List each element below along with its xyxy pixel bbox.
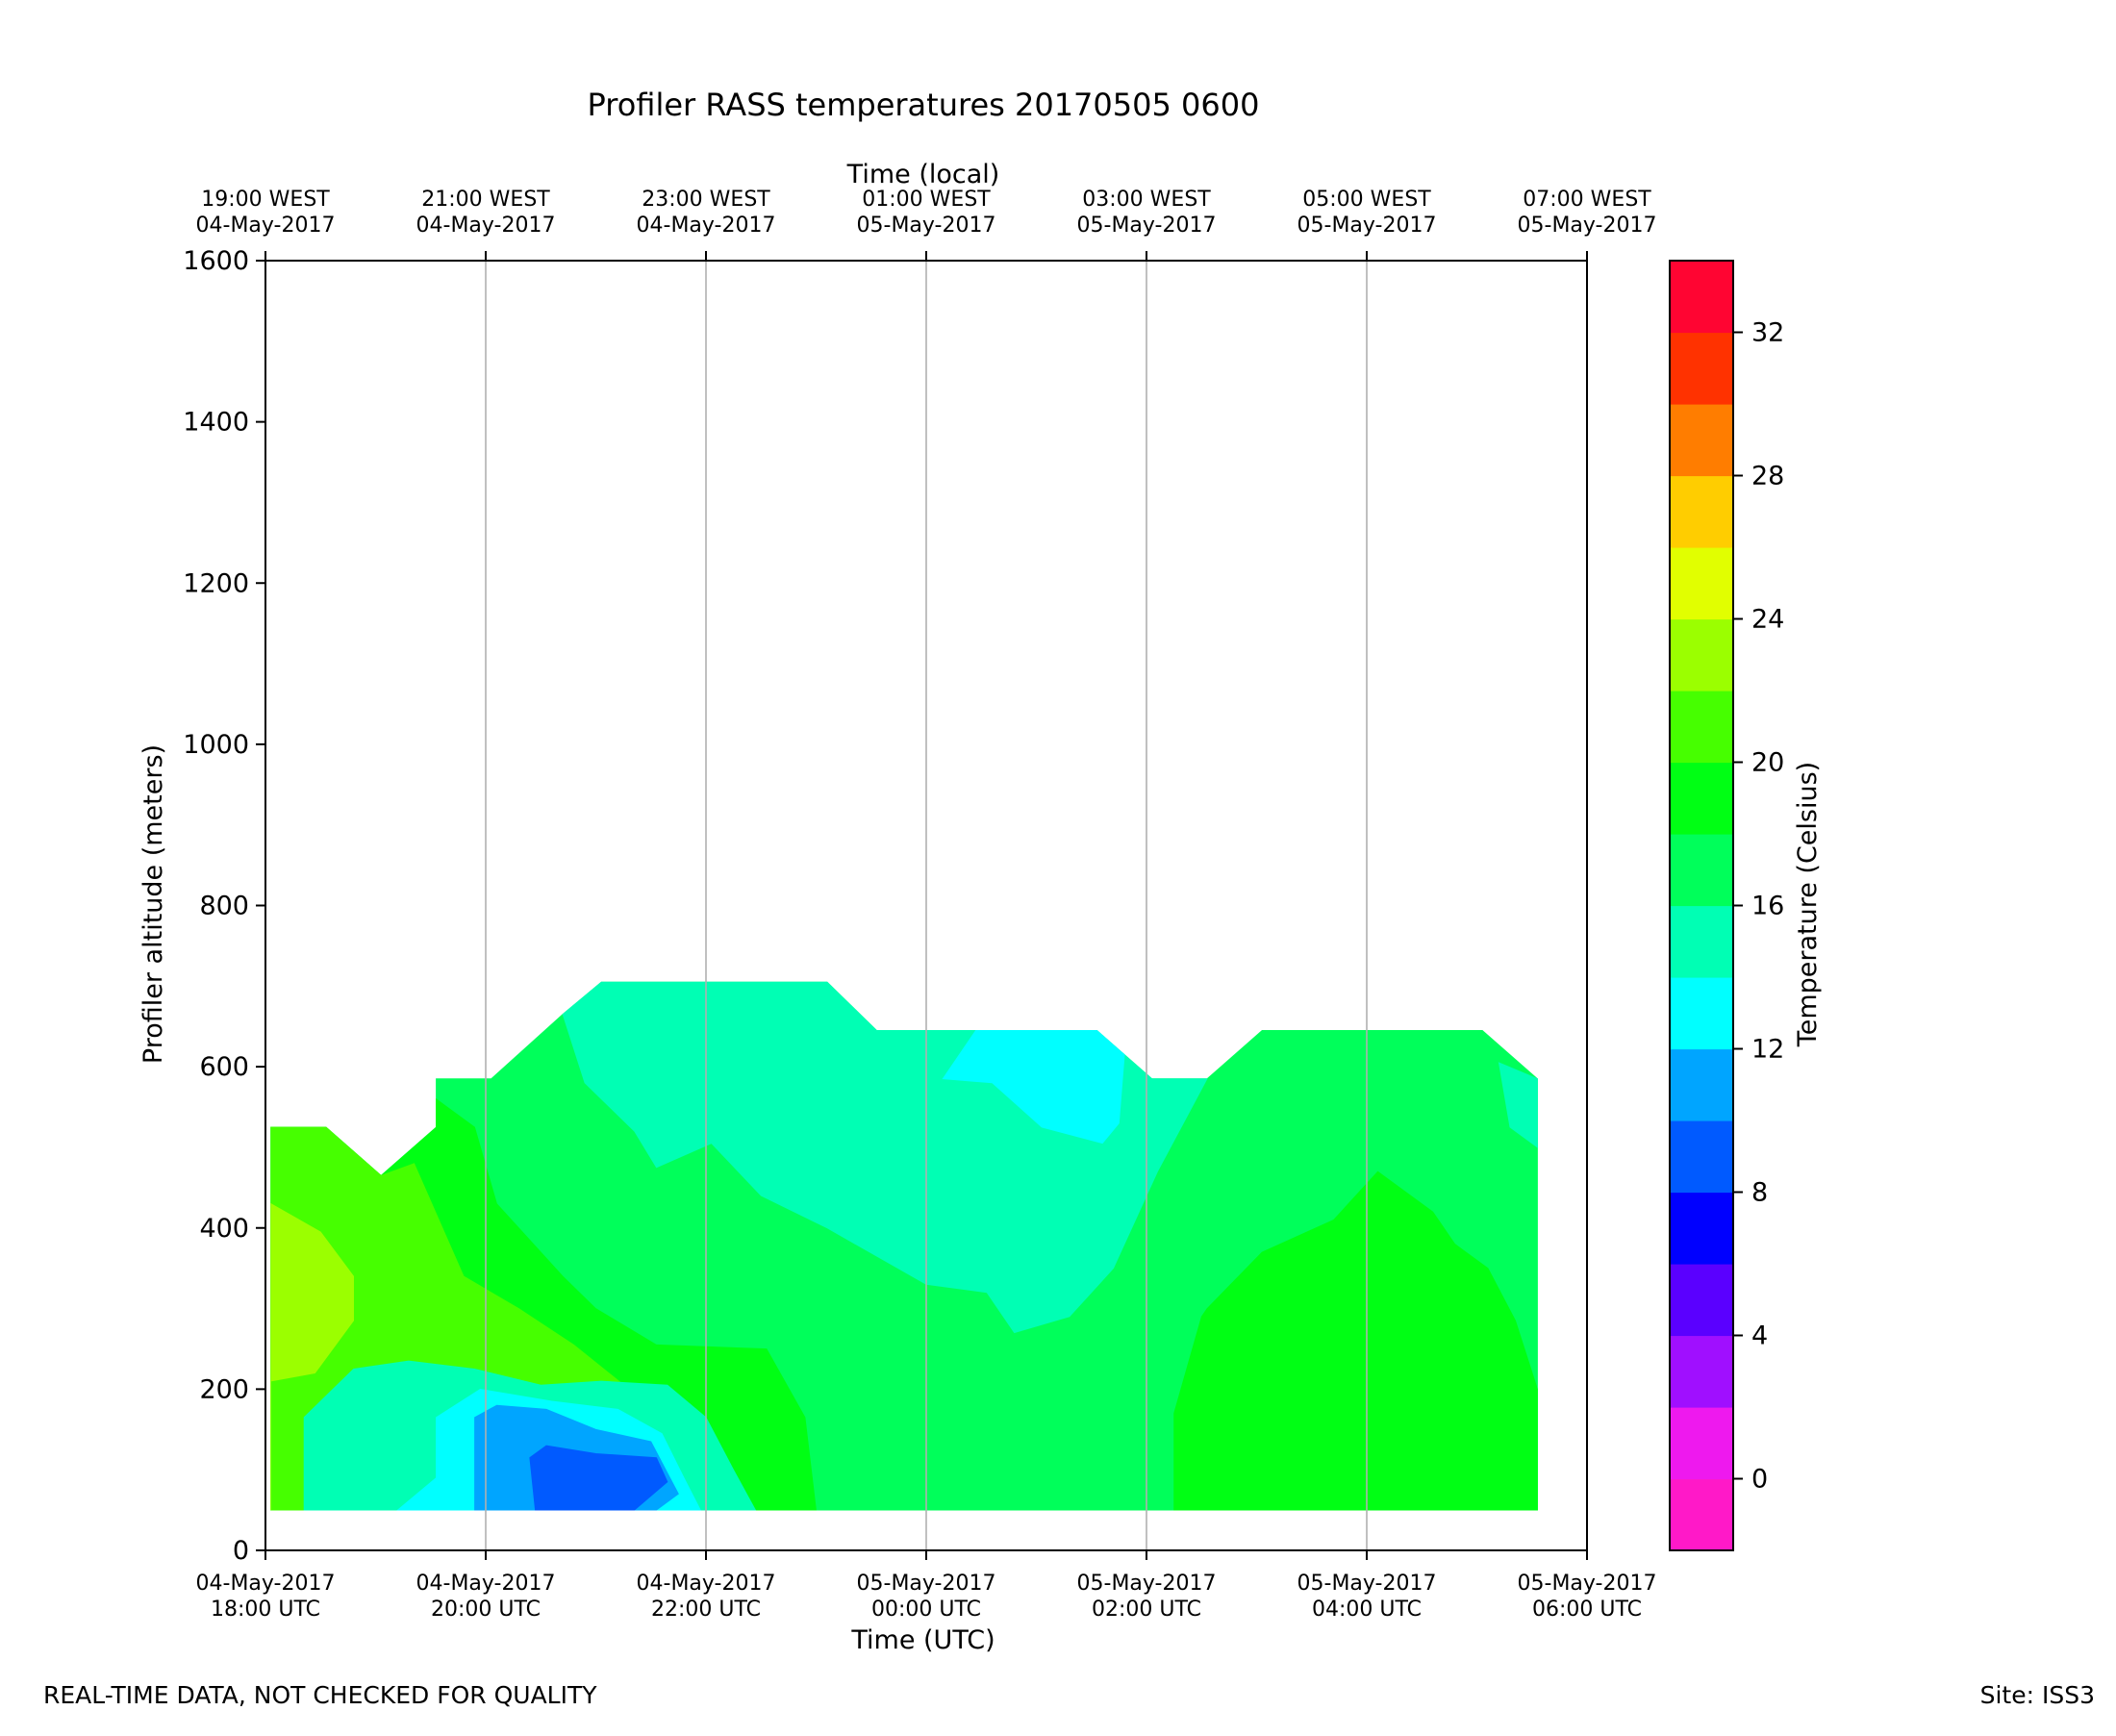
colorbar-segment-12	[1670, 618, 1733, 692]
colorbar-segment-6	[1670, 1048, 1733, 1121]
x-tick-label-time-3: 00:00 UTC	[871, 1598, 981, 1622]
x-tick-label-date-1: 04-May-2017	[416, 1572, 556, 1596]
y-tick-label-1: 200	[199, 1374, 249, 1404]
y-tick-label-4: 800	[199, 892, 249, 921]
colorbar-segment-3	[1670, 1264, 1733, 1337]
contour-region-10	[1498, 1062, 1538, 1148]
x-tick-label-time-4: 02:00 UTC	[1092, 1598, 1201, 1622]
colorbar-segment-8	[1670, 905, 1733, 978]
top-tick-label-date-4: 05-May-2017	[1077, 214, 1217, 238]
x-tick-label-time-5: 04:00 UTC	[1312, 1598, 1422, 1622]
colorbar-segment-11	[1670, 691, 1733, 764]
colorbar-segment-16	[1670, 332, 1733, 405]
colorbar-segment-9	[1670, 834, 1733, 907]
colorbar-tick-label-3: 12	[1751, 1035, 1784, 1065]
colorbar-segment-17	[1670, 261, 1733, 334]
colorbar-tick-label-1: 4	[1751, 1321, 1768, 1351]
colorbar-tick-label-2: 8	[1751, 1178, 1768, 1208]
x-tick-label-date-0: 04-May-2017	[196, 1572, 336, 1596]
y-tick-label-0: 0	[233, 1536, 249, 1566]
contour-region-11	[1173, 1170, 1538, 1511]
x-tick-label-date-3: 05-May-2017	[857, 1572, 996, 1596]
temperature-contours	[270, 981, 1538, 1511]
top-tick-label-date-5: 05-May-2017	[1297, 214, 1437, 238]
y-tick-label-7: 1400	[183, 408, 249, 438]
colorbar-segment-10	[1670, 762, 1733, 835]
x-tick-label-time-2: 22:00 UTC	[651, 1598, 761, 1622]
top-tick-label-date-6: 05-May-2017	[1518, 214, 1657, 238]
top-tick-label-time-3: 01:00 WEST	[862, 188, 991, 212]
x-tick-label-time-1: 20:00 UTC	[431, 1598, 541, 1622]
x-tick-label-date-2: 04-May-2017	[637, 1572, 776, 1596]
colorbar-segment-4	[1670, 1192, 1733, 1265]
y-axis-ticks: 0 200 400 600 800 1000 1200 1400 1600	[183, 246, 265, 1566]
x-tick-label-date-5: 05-May-2017	[1297, 1572, 1437, 1596]
x-tick-label-date-6: 05-May-2017	[1518, 1572, 1657, 1596]
colorbar-label: Temperature (Celsius)	[1793, 762, 1823, 1047]
gridlines	[485, 261, 1368, 1550]
colorbar-segment-5	[1670, 1120, 1733, 1194]
colorbar-tick-label-6: 24	[1751, 605, 1784, 635]
colorbar-segment-1	[1670, 1407, 1733, 1480]
colorbar-tick-label-8: 32	[1751, 318, 1784, 348]
top-tick-label-date-3: 05-May-2017	[857, 214, 996, 238]
colorbar-tick-label-7: 28	[1751, 462, 1784, 491]
x-tick-label-time-0: 18:00 UTC	[211, 1598, 320, 1622]
y-tick-label-3: 600	[199, 1052, 249, 1082]
top-tick-label-date-1: 04-May-2017	[416, 214, 556, 238]
top-tick-label-date-0: 04-May-2017	[196, 214, 336, 238]
colorbar-segment-2	[1670, 1335, 1733, 1408]
x-tick-label-date-4: 05-May-2017	[1077, 1572, 1217, 1596]
plot-area	[264, 260, 1588, 1551]
top-tick-label-time-4: 03:00 WEST	[1082, 188, 1211, 212]
contour-region-7	[529, 1445, 668, 1511]
colorbar-tick-label-4: 16	[1751, 892, 1784, 921]
contour-region-9	[942, 1030, 1125, 1145]
top-tick-label-time-0: 19:00 WEST	[201, 188, 330, 212]
colorbar-segment-13	[1670, 547, 1733, 620]
top-tick-label-time-5: 05:00 WEST	[1302, 188, 1431, 212]
y-tick-label-2: 400	[199, 1214, 249, 1244]
top-tick-label-time-1: 21:00 WEST	[421, 188, 550, 212]
y-tick-label-6: 1200	[183, 568, 249, 598]
top-tick-label-time-2: 23:00 WEST	[642, 188, 770, 212]
y-tick-label-8: 1600	[183, 246, 249, 276]
y-tick-label-5: 1000	[183, 730, 249, 760]
colorbar-segment-14	[1670, 475, 1733, 548]
top-axis-label: Time (local)	[846, 160, 1000, 189]
top-tick-label-time-6: 07:00 WEST	[1523, 188, 1651, 212]
colorbar-tick-label-0: 0	[1751, 1465, 1768, 1495]
colorbar-segment-0	[1670, 1478, 1733, 1551]
quality-disclaimer: REAL-TIME DATA, NOT CHECKED FOR QUALITY	[43, 1681, 597, 1709]
x-axis-label: Time (UTC)	[850, 1625, 995, 1655]
colorbar: 0 4 8 12 16 20 24 28 32	[1669, 260, 1784, 1551]
colorbar-segment-15	[1670, 404, 1733, 477]
x-tick-label-time-6: 06:00 UTC	[1532, 1598, 1642, 1622]
contour-region-3	[270, 1202, 355, 1511]
colorbar-tick-label-5: 20	[1751, 748, 1784, 778]
colorbar-segment-7	[1670, 977, 1733, 1050]
top-tick-label-date-2: 04-May-2017	[637, 214, 776, 238]
site-label: Site: ISS3	[1979, 1681, 2095, 1709]
y-axis-label: Profiler altitude (meters)	[139, 744, 168, 1064]
chart-title: Profiler RASS temperatures 20170505 0600	[588, 87, 1260, 123]
